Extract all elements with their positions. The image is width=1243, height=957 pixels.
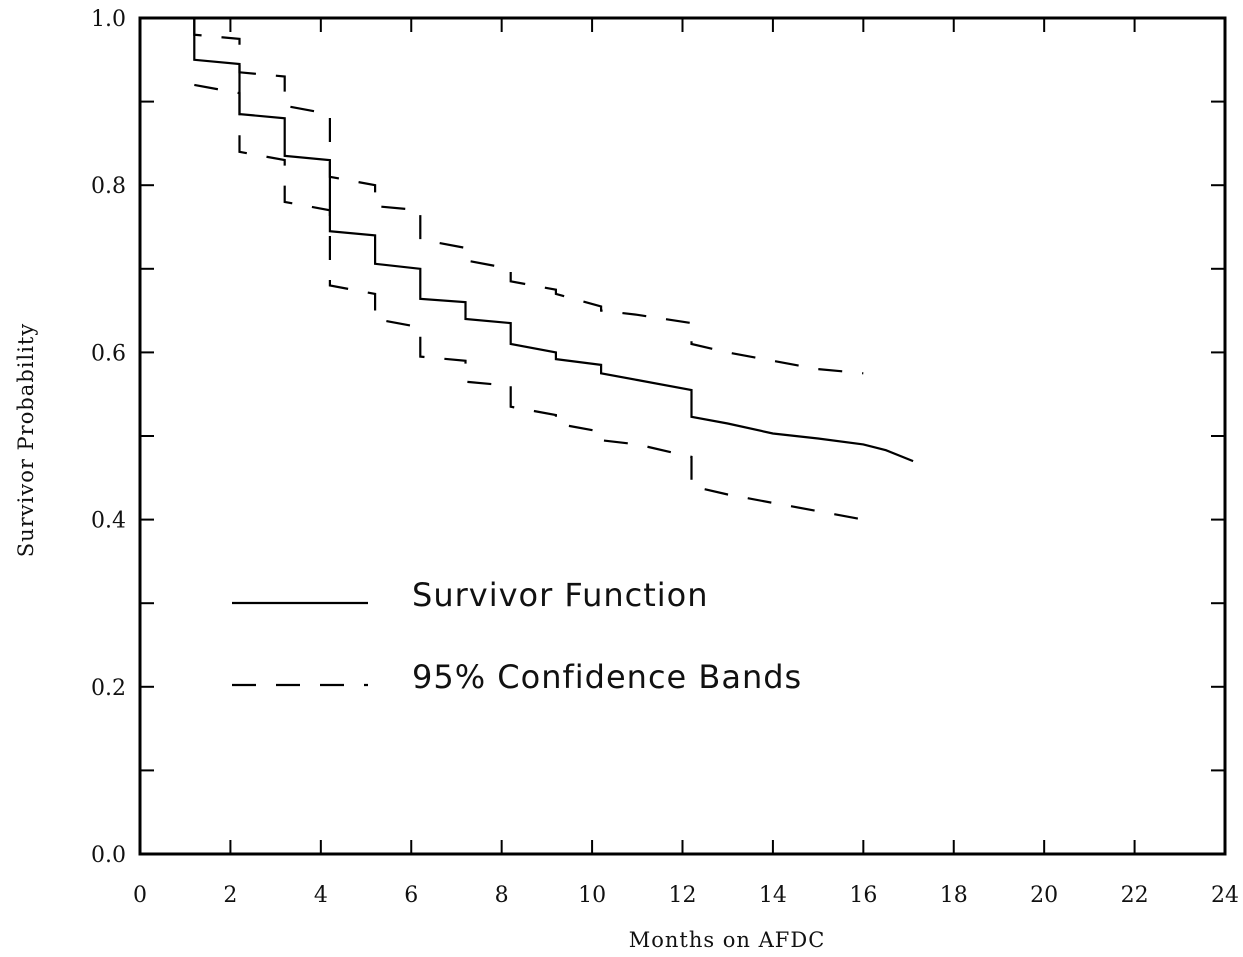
plot-frame (138, 16, 1227, 856)
x-tick-label: 6 (404, 883, 418, 908)
x-tick-label: 18 (940, 883, 968, 908)
x-tick-label: 12 (669, 883, 697, 908)
x-tick-label: 2 (223, 883, 237, 908)
y-tick-label: 0.0 (91, 843, 126, 868)
lower-confidence-band-line (194, 83, 864, 521)
legend-label-confidence-bands: 95% Confidence Bands (412, 658, 802, 696)
tick-labels: 0 2 4 6 8 10 12 14 16 18 20 22 240.00.20.40.60.81.0 (91, 7, 1239, 908)
y-tick-label: 0.8 (91, 174, 126, 199)
survivor-function-line (193, 18, 914, 463)
x-tick-label: 20 (1030, 883, 1058, 908)
y-tick-label: 0.2 (91, 676, 126, 701)
x-tick-label: 10 (578, 883, 606, 908)
x-tick-label: 24 (1211, 883, 1239, 908)
y-axis-title: Survivor Probability (14, 323, 38, 557)
x-tick-label: 8 (495, 883, 509, 908)
x-tick-label: 14 (759, 883, 787, 908)
legend-label-survivor-function: Survivor Function (412, 576, 709, 614)
upper-confidence-band-line (193, 18, 864, 375)
axis-ticks (140, 18, 1225, 854)
y-tick-label: 0.4 (91, 509, 126, 534)
x-tick-label: 4 (314, 883, 328, 908)
plot-lines (193, 18, 914, 521)
x-axis-title: Months on AFDC (629, 928, 826, 952)
x-tick-label: 16 (849, 883, 877, 908)
y-tick-label: 1.0 (91, 7, 126, 32)
x-tick-label: 22 (1121, 883, 1149, 908)
legend: Survivor Function 95% Confidence Bands (232, 576, 802, 696)
x-tick-label: 0 (133, 883, 147, 908)
y-tick-label: 0.6 (91, 341, 126, 366)
